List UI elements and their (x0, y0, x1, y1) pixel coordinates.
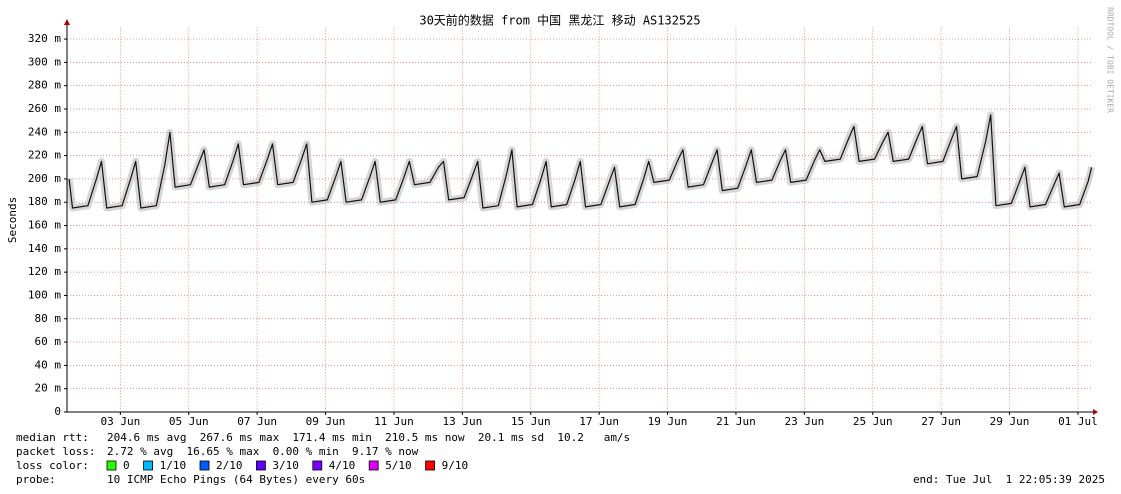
y-tick-label: 240 m (28, 125, 61, 138)
x-tick-label: 23 Jun (784, 415, 824, 428)
x-tick-label: 05 Jun (169, 415, 209, 428)
y-tick-label: 180 m (28, 195, 61, 208)
y-tick-label: 80 m (35, 312, 62, 325)
x-tick-label: 03 Jun (100, 415, 140, 428)
y-tick-label: 0 (54, 405, 61, 418)
x-tick-label: 19 Jun (648, 415, 688, 428)
end-time: end: Tue Jul 1 22:05:39 2025 (913, 473, 1105, 486)
loss-swatch (255, 460, 266, 471)
y-tick-label: 200 m (28, 172, 61, 185)
x-tick-label: 27 Jun (921, 415, 961, 428)
x-tick-label: 09 Jun (306, 415, 346, 428)
y-tick-label: 60 m (35, 335, 62, 348)
loss-color-label: loss color: (16, 459, 89, 472)
plot-area (64, 27, 1095, 415)
x-tick-label: 07 Jun (237, 415, 277, 428)
chart-title: 30天前的数据 from 中国 黑龙江 移动 AS132525 (419, 13, 700, 28)
x-axis-arrow (1093, 409, 1098, 415)
x-tick-label: 11 Jun (374, 415, 414, 428)
loss-swatch-label: 5/10 (385, 459, 412, 472)
probe-text: 10 ICMP Echo Pings (64 Bytes) every 60s (107, 473, 365, 486)
y-tick-label: 300 m (28, 55, 61, 68)
watermark: RRDTOOL / TOBI OETIKER (1106, 7, 1115, 113)
x-tick-label: 21 Jun (716, 415, 756, 428)
y-tick-label: 280 m (28, 79, 61, 92)
y-tick-label: 220 m (28, 149, 61, 162)
y-tick-label: 160 m (28, 219, 61, 232)
loss-swatch (106, 460, 117, 471)
loss-swatch (368, 460, 379, 471)
x-tick-label: 13 Jun (442, 415, 482, 428)
loss-swatch (143, 460, 154, 471)
stat-text: 204.6 ms avg 267.6 ms max 171.4 ms min 2… (107, 431, 630, 444)
y-axis-arrow (64, 19, 70, 25)
loss-swatch-label: 2/10 (216, 459, 243, 472)
loss-swatch (425, 460, 436, 471)
x-tick-label: 25 Jun (853, 415, 893, 428)
loss-swatch-label: 3/10 (272, 459, 299, 472)
y-tick-label: 320 m (28, 32, 61, 45)
stat-text: 2.72 % avg 16.65 % max 0.00 % min 9.17 %… (107, 445, 419, 458)
y-tick-label: 120 m (28, 265, 61, 278)
y-tick-label: 140 m (28, 242, 61, 255)
x-tick-label: 15 Jun (511, 415, 551, 428)
y-tick-label: 40 m (35, 358, 62, 371)
y-tick-label: 260 m (28, 102, 61, 115)
probe-label: probe: (16, 473, 56, 486)
y-axis-label: Seconds (6, 197, 19, 243)
stat-label: packet loss: (16, 445, 95, 458)
legend: median rtt: 204.6 ms avg 267.6 ms max 171… (16, 431, 1105, 486)
x-tick-label: 29 Jun (990, 415, 1030, 428)
stat-label: median rtt: (16, 431, 89, 444)
loss-swatch-label: 4/10 (329, 459, 356, 472)
loss-swatch-label: 1/10 (160, 459, 187, 472)
y-tick-label: 100 m (28, 288, 61, 301)
x-tick-label: 01 Jul (1058, 415, 1098, 428)
x-tick-label: 17 Jun (579, 415, 619, 428)
loss-swatch (312, 460, 323, 471)
loss-swatch-label: 0 (123, 459, 130, 472)
y-tick-label: 20 m (35, 382, 62, 395)
loss-swatch-label: 9/10 (442, 459, 469, 472)
loss-swatch (199, 460, 210, 471)
median-line (68, 114, 1093, 209)
